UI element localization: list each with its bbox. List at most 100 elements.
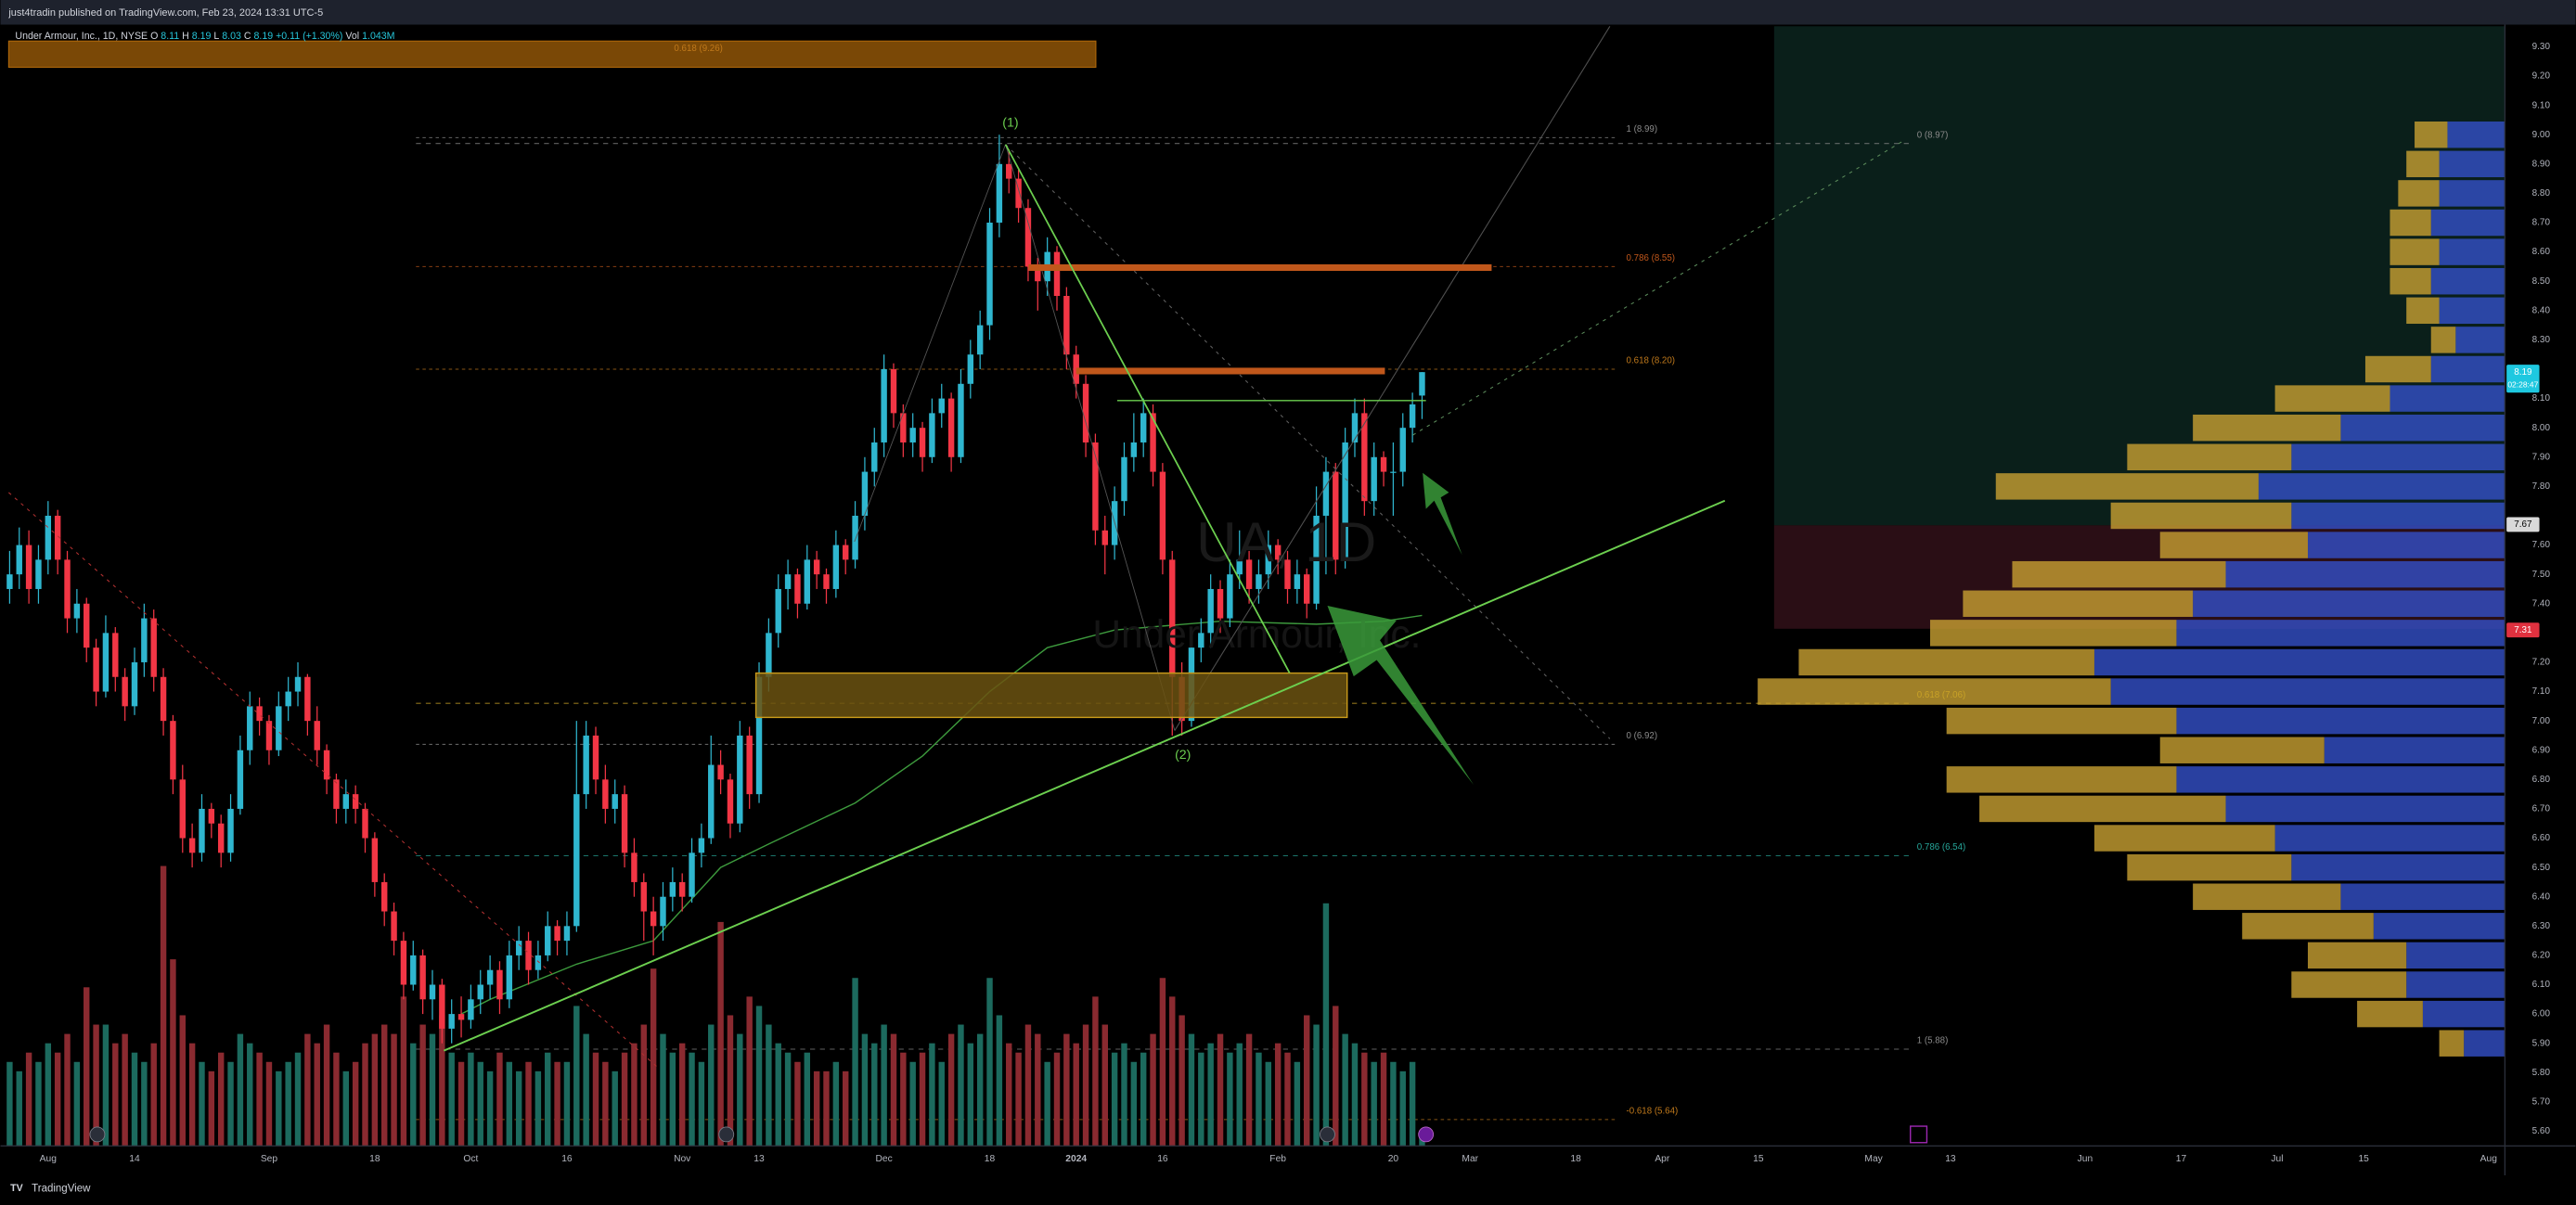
candle-body bbox=[506, 955, 513, 1000]
volume-bar bbox=[766, 1024, 772, 1147]
candle-body bbox=[852, 515, 858, 560]
volume-bar bbox=[784, 1052, 792, 1147]
candle-body bbox=[737, 735, 743, 824]
candle-body bbox=[333, 779, 340, 809]
volume-bar bbox=[804, 1052, 811, 1147]
volume-bar bbox=[93, 1024, 99, 1147]
y-tick-label: 6.00 bbox=[2532, 1009, 2551, 1019]
volume-bar bbox=[400, 996, 407, 1147]
candle-body bbox=[823, 574, 830, 589]
y-tick-label: 8.30 bbox=[2532, 335, 2551, 345]
volume-bar bbox=[563, 1061, 571, 1147]
candle-body bbox=[199, 808, 205, 853]
profile-up bbox=[2291, 443, 2505, 470]
x-tick-label: 16 bbox=[561, 1154, 573, 1164]
candle-body bbox=[6, 574, 13, 589]
profile-up bbox=[2308, 532, 2505, 558]
volume-bar bbox=[775, 1043, 781, 1147]
candle-body bbox=[563, 926, 571, 942]
candle-body bbox=[314, 721, 320, 750]
y-tick-label: 6.20 bbox=[2532, 951, 2551, 961]
volume-bar bbox=[208, 1070, 215, 1147]
profile-up bbox=[2274, 825, 2505, 852]
volume-bar bbox=[217, 1052, 225, 1147]
volume-bar bbox=[746, 996, 753, 1147]
fib-diagonal bbox=[1005, 144, 1611, 739]
fib-label: 0.786 (8.55) bbox=[1627, 253, 1675, 263]
volume-bar bbox=[265, 1061, 273, 1147]
candle-body bbox=[1063, 296, 1070, 355]
legend-key: H bbox=[182, 31, 189, 42]
volume-bar bbox=[660, 1033, 666, 1147]
candle-body bbox=[900, 413, 907, 442]
y-tick-label: 7.40 bbox=[2532, 598, 2551, 609]
candle-body bbox=[689, 852, 695, 897]
y-tick-label: 9.10 bbox=[2532, 100, 2551, 110]
header-bar bbox=[0, 0, 2576, 25]
profile-up bbox=[2258, 473, 2505, 500]
volume-bar bbox=[1130, 1061, 1138, 1147]
arrow-large bbox=[1327, 606, 1474, 785]
candle-body bbox=[1006, 163, 1012, 179]
candle-body bbox=[64, 559, 71, 619]
price-badge-label: 8.19 bbox=[2514, 367, 2532, 378]
volume-bar bbox=[237, 1033, 244, 1147]
volume-bar bbox=[314, 1043, 320, 1147]
profile-up bbox=[2430, 267, 2505, 295]
volume-bar bbox=[294, 1052, 302, 1147]
candle-body bbox=[188, 838, 196, 853]
candle-body bbox=[843, 545, 849, 560]
candle-body bbox=[208, 808, 215, 824]
candle-body bbox=[352, 794, 359, 809]
candle-body bbox=[1274, 545, 1282, 560]
profile-down bbox=[1946, 707, 2177, 735]
volume-bar bbox=[1294, 1061, 1301, 1147]
x-tick-label: Dec bbox=[876, 1154, 893, 1164]
layer-over: 0.618 (9.26) bbox=[674, 44, 722, 54]
volume-bar bbox=[150, 1043, 157, 1147]
volume-bar bbox=[496, 1052, 503, 1147]
volume-bar bbox=[871, 1043, 878, 1147]
candle-body bbox=[1082, 383, 1089, 442]
demand-zone bbox=[754, 672, 1348, 719]
zone-green bbox=[1773, 26, 2505, 526]
profile-up bbox=[2389, 385, 2505, 412]
volume-bar bbox=[1073, 1043, 1079, 1147]
price-badge-label: 7.31 bbox=[2514, 625, 2532, 635]
earnings-icon bbox=[718, 1126, 735, 1143]
candle-body bbox=[285, 691, 291, 707]
candle-body bbox=[881, 368, 887, 442]
x-tick-label: 20 bbox=[1388, 1154, 1399, 1164]
profile-down bbox=[2389, 267, 2431, 295]
volume-bar bbox=[84, 987, 90, 1147]
candle-body bbox=[612, 794, 618, 809]
profile-up bbox=[2225, 795, 2505, 823]
volume-bar bbox=[342, 1070, 350, 1147]
y-tick-label: 8.90 bbox=[2532, 159, 2551, 169]
candle-body bbox=[1265, 545, 1272, 575]
volume-bar bbox=[256, 1052, 263, 1147]
volume-bar bbox=[958, 1024, 964, 1147]
profile-up bbox=[2406, 942, 2505, 969]
volume-bar bbox=[996, 1015, 1003, 1147]
candle-body bbox=[986, 223, 993, 326]
candle-body bbox=[16, 545, 22, 575]
volume-bar bbox=[592, 1052, 599, 1147]
profile-down bbox=[1929, 620, 2177, 647]
y-tick-label: 6.10 bbox=[2532, 980, 2551, 990]
volume-bar bbox=[35, 1061, 42, 1147]
candle-body bbox=[276, 706, 282, 750]
candle-body bbox=[429, 984, 436, 1000]
y-tick-label: 7.20 bbox=[2532, 658, 2551, 668]
volume-bar bbox=[73, 1061, 81, 1147]
volume-bar bbox=[122, 1033, 128, 1147]
profile-down bbox=[2110, 502, 2292, 530]
candle-body bbox=[890, 368, 897, 414]
candle-body bbox=[1256, 574, 1262, 589]
candle-body bbox=[592, 735, 599, 780]
footer bbox=[0, 1175, 2576, 1205]
profile-down bbox=[2389, 238, 2440, 265]
candle-body bbox=[342, 794, 350, 809]
candle-body bbox=[794, 574, 801, 604]
volume-bar bbox=[304, 1033, 311, 1147]
